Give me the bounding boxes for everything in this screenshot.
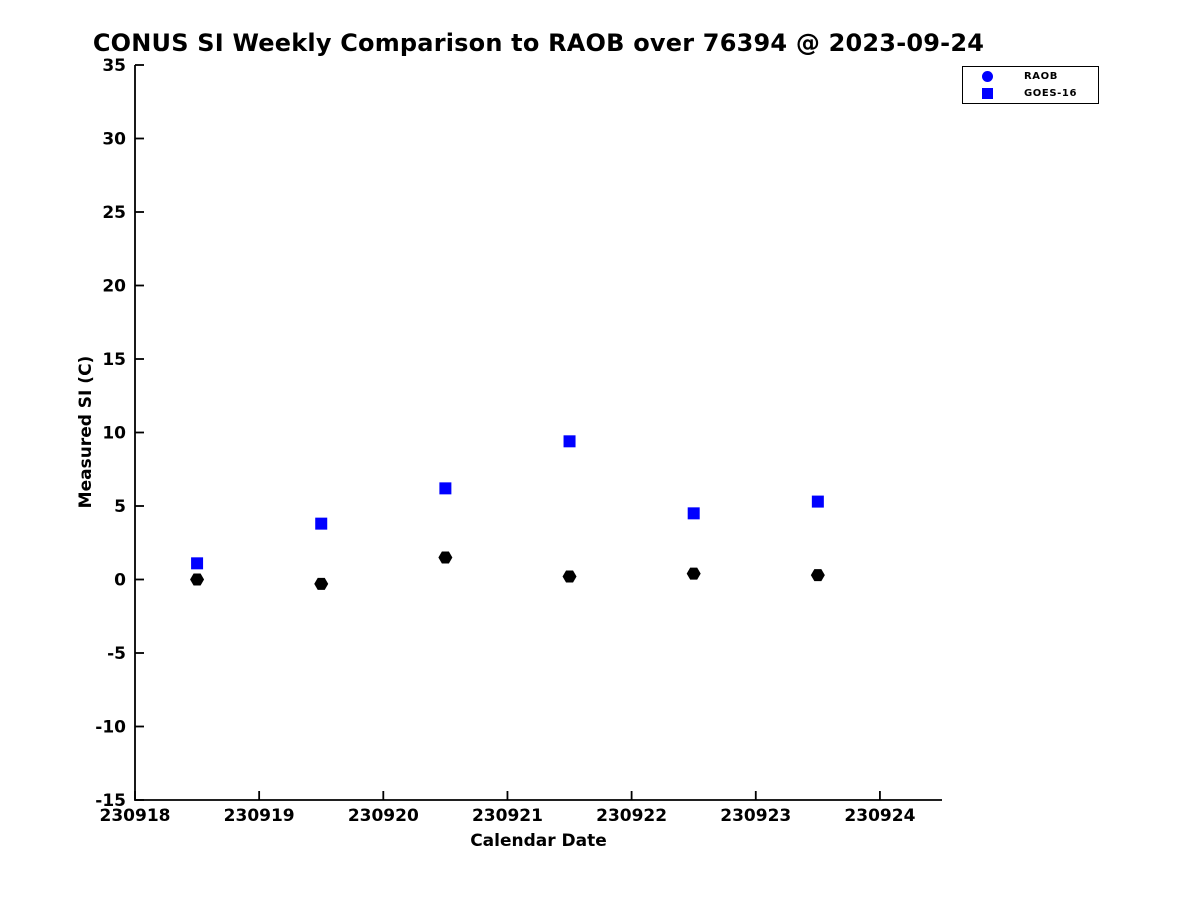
y-tick-label: -10 [95, 717, 126, 737]
y-tick-label: 15 [102, 350, 126, 370]
x-tick-label: 230923 [720, 806, 791, 826]
raob-data-point [438, 551, 453, 564]
y-tick-label: 35 [102, 56, 126, 76]
x-tick-label: 230918 [100, 806, 171, 826]
y-tick-label: -15 [95, 791, 126, 811]
raob-data-point [686, 567, 701, 580]
raob-circle-marker-icon [982, 71, 993, 82]
chart-title: CONUS SI Weekly Comparison to RAOB over … [92, 29, 985, 57]
y-tick-label: 10 [102, 423, 126, 443]
x-axis-label: Calendar Date [470, 831, 607, 851]
x-tick-label: 230921 [472, 806, 543, 826]
raob-data-point [562, 570, 577, 583]
y-tick-label: 30 [102, 129, 126, 149]
goes-16-data-point [315, 517, 328, 530]
x-tick-label: 230919 [224, 806, 295, 826]
y-tick-label: -5 [107, 644, 126, 664]
x-axis-ticks: 230918 230919 230920 230921 230922 230923 2309… [100, 791, 916, 826]
y-tick-label: 5 [114, 497, 126, 517]
goes-16-data-point [439, 482, 452, 495]
legend-item-goes16: GOES-16 [963, 86, 1098, 101]
y-tick-label: 25 [102, 203, 126, 223]
raob-data-point [810, 569, 825, 582]
x-tick-label: 230924 [844, 806, 915, 826]
series-raob [190, 551, 825, 590]
goes-16-data-point [811, 495, 824, 508]
legend-label-goes16: GOES-16 [1024, 88, 1078, 99]
legend-item-raob: RAOB [963, 69, 1098, 84]
y-tick-label: 20 [102, 276, 126, 296]
axis-spines [134, 65, 942, 801]
goes-16-data-point [563, 435, 576, 448]
x-tick-label: 230922 [596, 806, 667, 826]
y-axis-ticks: -15 -10 -5 0 5 10 15 20 25 30 35 [95, 56, 144, 811]
goes-16-data-point [687, 507, 700, 520]
legend: RAOB GOES-16 [962, 66, 1099, 104]
raob-data-point [314, 577, 329, 590]
legend-label-raob: RAOB [1024, 71, 1058, 82]
x-tick-label: 230920 [348, 806, 419, 826]
raob-data-point [190, 573, 205, 586]
series-goes-16 [191, 435, 824, 570]
goes-16-data-point [191, 557, 204, 570]
y-tick-label: 0 [114, 570, 126, 590]
goes16-square-marker-icon [982, 88, 993, 99]
